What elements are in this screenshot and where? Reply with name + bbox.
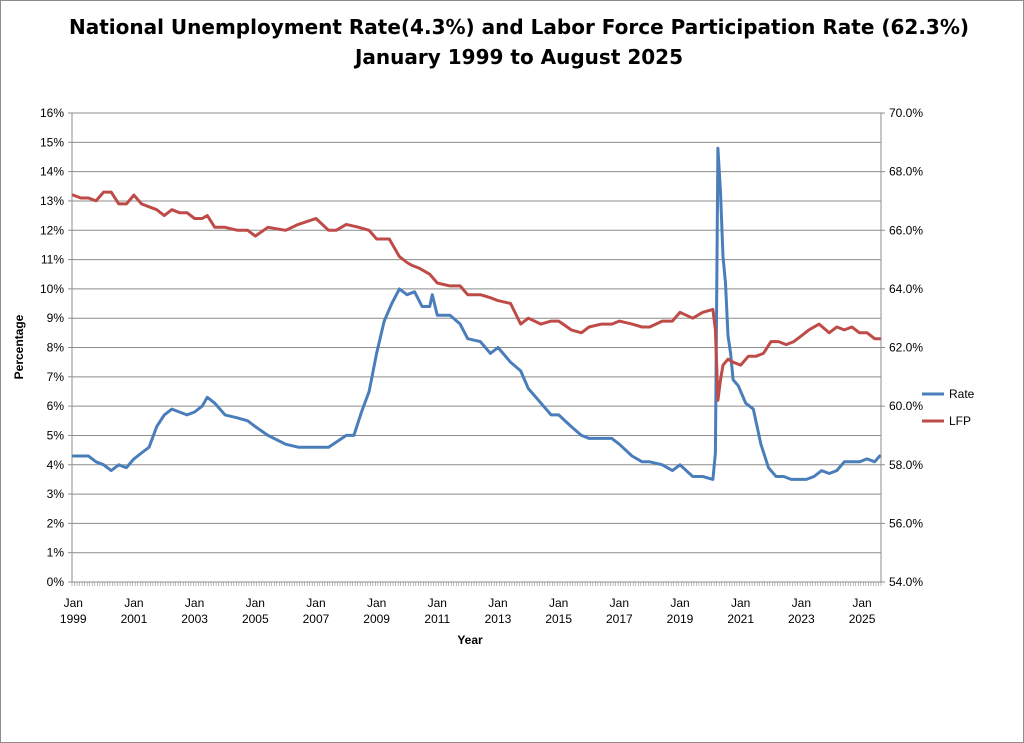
x-tick-label-month: Jan [549, 596, 568, 610]
x-tick-label-month: Jan [792, 596, 811, 610]
y-right-tick-label: 60.0% [889, 399, 923, 413]
x-tick-label-year: 2003 [181, 612, 208, 626]
x-tick-label-month: Jan [610, 596, 629, 610]
y-right-tick-label: 58.0% [889, 458, 923, 472]
y-right-tick-label: 68.0% [889, 165, 923, 179]
legend-label-rate: Rate [949, 387, 975, 401]
y-left-tick-label: 10% [40, 282, 64, 296]
grid-layer [72, 112, 881, 554]
chart-title: National Unemployment Rate(4.3%) and Lab… [69, 15, 969, 39]
chart-subtitle: January 1999 to August 2025 [353, 45, 683, 69]
y-left-tick-label: 14% [40, 165, 64, 179]
y-left-tick-label: 13% [40, 194, 64, 208]
x-tick-label-year: 2025 [849, 612, 876, 626]
series-line-rate [71, 146, 882, 481]
x-tick-label-year: 2001 [121, 612, 148, 626]
legend: Rate LFP [922, 387, 975, 428]
y-left-tick-label: 7% [47, 370, 65, 384]
x-tick-label-month: Jan [124, 596, 143, 610]
y-left-tick-label: 16% [40, 106, 64, 120]
series-line-lfp [71, 190, 882, 402]
x-axis-title: Year [457, 633, 483, 647]
y-left-tick-label: 3% [47, 487, 65, 501]
ticks-layer: 0% 1% 2% 3% 4% 5% 6% 7% 8% 9% 10% 11% 12% 13% 14% 15% 16… [40, 106, 923, 626]
y-left-tick-label: 1% [47, 546, 65, 560]
x-tick-label-year: 2021 [727, 612, 754, 626]
y-right-tick-label: 54.0% [889, 575, 923, 589]
x-tick-label-month: Jan [367, 596, 386, 610]
series-layer [71, 146, 882, 481]
x-tick-label-year: 2013 [485, 612, 512, 626]
x-tick-label-month: Jan [246, 596, 265, 610]
y-left-tick-label: 0% [47, 575, 65, 589]
legend-label-lfp: LFP [949, 414, 971, 428]
y-left-tick-label: 15% [40, 135, 64, 149]
x-tick-label-month: Jan [306, 596, 325, 610]
y-right-tick-label: 62.0% [889, 341, 923, 355]
y-left-tick-label: 9% [47, 311, 65, 325]
y-right-tick-label: 56.0% [889, 516, 923, 530]
y-right-tick-label: 70.0% [889, 106, 923, 120]
y-left-tick-label: 12% [40, 223, 64, 237]
x-tick-label-month: Jan [428, 596, 447, 610]
y-left-tick-label: 6% [47, 399, 65, 413]
x-tick-label-year: 1999 [60, 612, 87, 626]
x-tick-label-month: Jan [731, 596, 750, 610]
y-right-tick-label: 66.0% [889, 223, 923, 237]
x-tick-label-month: Jan [64, 596, 83, 610]
y-left-tick-label: 8% [47, 341, 65, 355]
x-tick-label-year: 2005 [242, 612, 269, 626]
y-left-tick-label: 4% [47, 458, 65, 472]
y-left-tick-label: 2% [47, 516, 65, 530]
x-tick-label-year: 2023 [788, 612, 815, 626]
y-axis-title: Percentage [12, 314, 26, 379]
x-tick-label-year: 2017 [606, 612, 633, 626]
y-right-tick-label: 64.0% [889, 282, 923, 296]
x-tick-label-year: 2009 [363, 612, 390, 626]
x-tick-label-year: 2015 [545, 612, 572, 626]
x-tick-label-month: Jan [488, 596, 507, 610]
x-tick-label-year: 2011 [424, 612, 450, 626]
y-left-tick-label: 11% [41, 253, 64, 267]
x-tick-label-year: 2007 [303, 612, 330, 626]
x-tick-label-year: 2019 [667, 612, 694, 626]
x-tick-label-month: Jan [185, 596, 204, 610]
x-tick-label-month: Jan [670, 596, 689, 610]
y-left-tick-label: 5% [47, 428, 65, 442]
x-tick-label-month: Jan [852, 596, 871, 610]
